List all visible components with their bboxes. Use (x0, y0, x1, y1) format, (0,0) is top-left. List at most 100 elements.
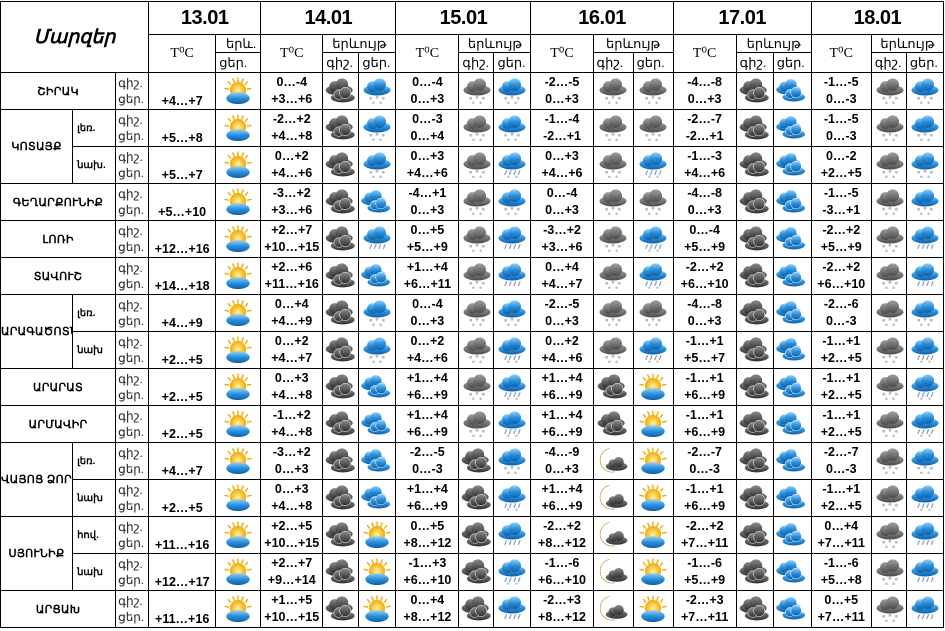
weather-icon-cell (772, 72, 812, 110)
region-name: ԱՐԱԳԱԾՈՏՆ (0, 294, 74, 369)
night-temperature: 0…+3 (274, 371, 309, 385)
day-temperature: 0…+3 (274, 462, 309, 476)
weather-icon-cell (905, 294, 945, 332)
dark-clouds-icon (459, 483, 494, 513)
temperature-cell: -1…-5 0…-3 (810, 72, 872, 110)
temperature-cell: -2…-5 0…+3 (530, 72, 594, 110)
date-header: 14.01 (260, 1, 397, 35)
day-temperature: +4…+8 (271, 388, 313, 402)
gray-snow-icon (459, 409, 494, 439)
day-temperature: +6…+10 (817, 277, 866, 291)
night-temperature: -2…-7 (687, 112, 722, 126)
night-temperature: +2…+7 (271, 556, 313, 570)
weather-icon-cell (358, 294, 397, 332)
weather-icon-cell (905, 479, 945, 517)
night-temperature: 0…+2 (274, 334, 309, 348)
weather-icon-cell (215, 257, 262, 295)
weather-icon-cell (592, 553, 634, 591)
night-temperature: -1…+1 (685, 334, 724, 348)
dark-clouds-icon (737, 520, 773, 550)
night-temperature: -1…-6 (687, 556, 722, 570)
partly-sunny-icon (220, 150, 256, 180)
weather-icon-cell (632, 257, 674, 295)
table-row: ԱՐՑԱԽ գիշ. ցեր. +11…+16 +1…+5 +10…+15 0…+4 +8…+… (0, 590, 945, 628)
day-temperature: +2…+5 (820, 166, 862, 180)
temperature-13-01: +5…+7 (148, 146, 217, 184)
temperature-13-01: +4…+7 (148, 72, 217, 110)
weather-icon-cell (322, 590, 360, 628)
gray-snow-icon (459, 150, 494, 180)
day-temperature: 0…+3 (410, 203, 445, 217)
night-temperature: +1…+4 (541, 482, 583, 496)
day-label: ցեր. (118, 388, 144, 402)
subregion-label: նախ (72, 479, 117, 517)
blue-clouds-icon (774, 113, 810, 143)
weather-icon-cell (458, 331, 495, 369)
temperature-cell: -3…+2 +3…+6 (260, 183, 324, 221)
weather-icon-cell (905, 368, 945, 406)
table-row: նախ գիշ. ցեր. +12…+17 +2…+7 +9…+14 -1…+3 +6…+10… (1, 553, 945, 591)
weather-icon-cell (905, 516, 945, 554)
gray-snow-icon (872, 483, 907, 513)
night-header: գիշ. (870, 52, 907, 73)
night-temperature: 0…-4 (276, 75, 308, 89)
weather-icon-cell (493, 479, 532, 517)
day-temperature: 0…+4 (410, 129, 445, 143)
weather-icon-cell (905, 590, 945, 628)
region-name: ԱՐԱՐԱՏ (0, 368, 117, 406)
night-temperature: -1…-5 (823, 75, 859, 89)
weather-icon-cell (735, 257, 774, 295)
temperature-13-01: +12…+17 (148, 553, 217, 591)
temperature-cell: -1…-6 +6…+10 (530, 553, 594, 591)
gray-snow-icon (872, 520, 907, 550)
weather-icon-cell (870, 294, 907, 332)
gray-snow-icon (459, 224, 494, 254)
blue-clouds-icon (359, 372, 395, 402)
weather-icon-cell (772, 442, 812, 480)
day-header: ցեր. (358, 52, 397, 73)
temperature-cell: 0…-4 0…+3 (395, 294, 460, 332)
gray-snow-icon (872, 557, 907, 587)
weather-icon-cell (632, 479, 674, 517)
night-label: գիշ. (118, 594, 143, 608)
weather-icon-cell (458, 590, 495, 628)
dark-clouds-icon (323, 409, 359, 439)
night-temperature: 0…-4 (412, 75, 443, 89)
weather-icon-cell (358, 553, 397, 591)
day-temperature: +7…+11 (681, 536, 729, 550)
day-temperature: +4…+7 (271, 351, 313, 365)
night-temperature: +1…+4 (406, 371, 448, 385)
night-temperature: 0…+5 (410, 519, 445, 533)
weather-icon-cell (905, 146, 945, 184)
night-temperature: 0…+2 (410, 334, 445, 348)
phenomenon-header: երևույթ (322, 34, 397, 53)
weather-icon-cell (772, 516, 812, 554)
temperature-cell: -4…+1 0…+3 (395, 183, 460, 221)
partly-sunny-icon (635, 594, 671, 624)
weather-icon-cell (458, 368, 495, 406)
blue-snow-icon (359, 335, 395, 365)
weather-icon-cell (592, 516, 634, 554)
weather-icon-cell (322, 405, 360, 443)
night-temperature: 0…+3 (545, 149, 579, 163)
weather-icon-cell (215, 146, 262, 184)
gray-snow-icon (595, 113, 631, 143)
temperature-cell: -4…-9 0…+3 (530, 442, 594, 480)
partly-sunny-icon (220, 224, 256, 254)
day-header: ցեր. (493, 52, 532, 73)
period-labels: գիշ. ցեր. (115, 109, 150, 147)
blue-rain-icon (494, 224, 530, 254)
gray-snow-icon (595, 335, 631, 365)
blue-sleet-icon (907, 335, 943, 365)
day-temperature: +3…+6 (271, 92, 313, 106)
weather-icon-cell (735, 331, 774, 369)
weather-icon-cell (322, 553, 360, 591)
weather-icon-cell (358, 109, 397, 147)
period-labels: գիշ. ցեր. (115, 516, 150, 554)
day-label: ցեր. (118, 425, 144, 439)
night-label: գիշ. (118, 446, 143, 460)
temperature-cell: +2…+6 +11…+16 (260, 257, 324, 295)
temperature-cell: +1…+4 +6…+9 (530, 405, 594, 443)
gray-snow-icon (872, 298, 907, 328)
weather-icon-cell (870, 72, 907, 110)
